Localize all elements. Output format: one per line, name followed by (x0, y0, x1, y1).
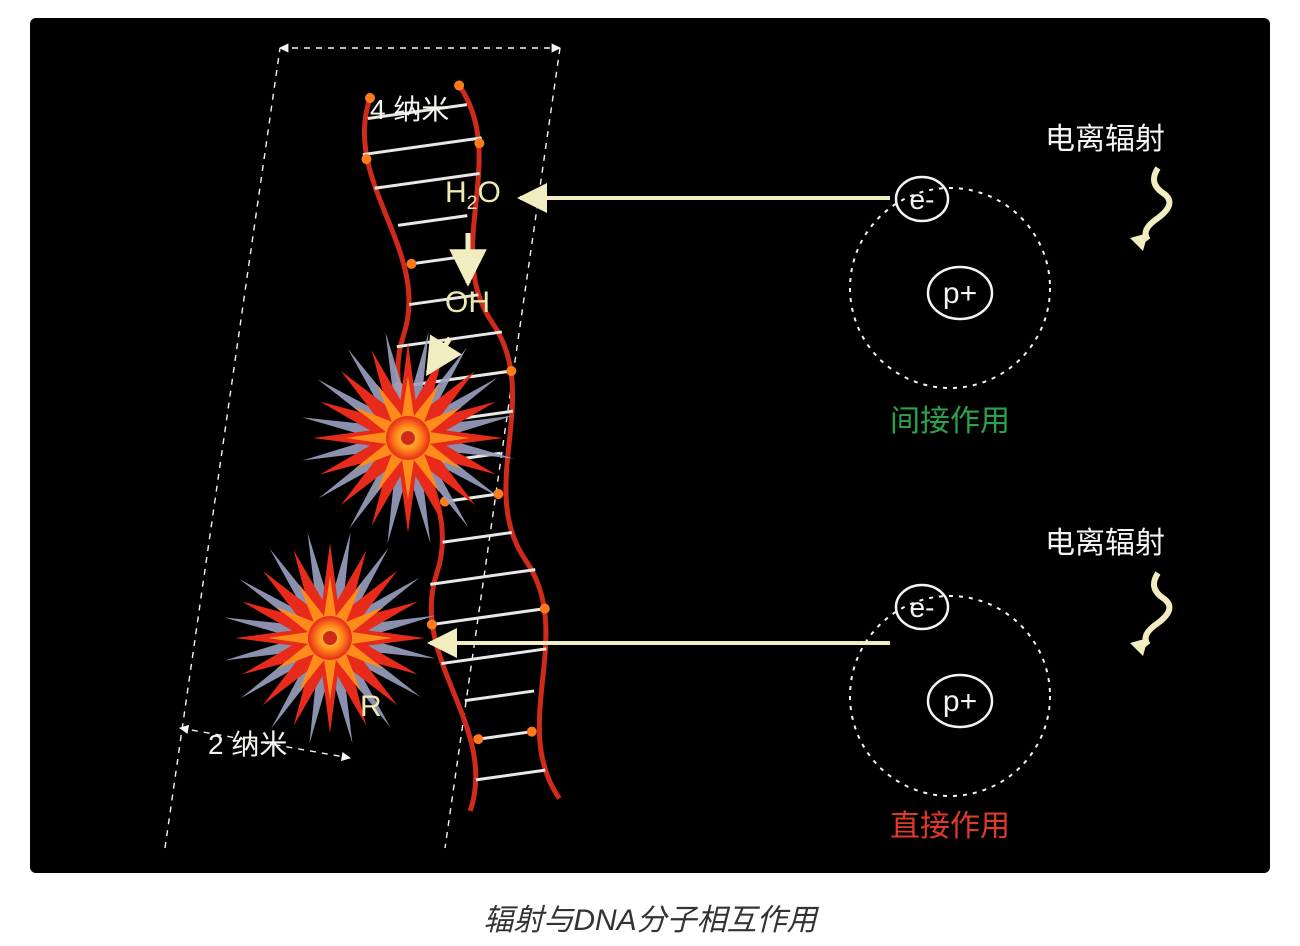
burst-1 (300, 330, 515, 545)
radiation-label-bot: 电离辐射 (1045, 518, 1165, 562)
atom-indirect: e- p+ (850, 177, 1050, 388)
dim-2nm-label: 2 纳米 (208, 723, 287, 763)
radiation-wave-top (1130, 168, 1169, 251)
proton-label: p+ (943, 277, 977, 310)
diagram-frame: e- p+ e- p+ 4 纳米 2 纳米 H2O OH R 电离辐射 电离辐射 (30, 18, 1270, 873)
r-label: R (360, 690, 382, 724)
oh-label: OH (445, 286, 490, 320)
h2o-label: H2O (445, 176, 501, 215)
atom-direct: e- p+ (850, 585, 1050, 796)
proton-label-2: p+ (943, 685, 977, 718)
radiation-label-top: 电离辐射 (1045, 114, 1165, 158)
electron-label-2: e- (910, 592, 935, 623)
burst-2 (222, 530, 437, 745)
indirect-label: 间接作用 (890, 396, 1010, 440)
electron-label: e- (910, 184, 935, 215)
dim-4nm-label: 4 纳米 (370, 88, 449, 128)
radiation-wave-bot (1130, 573, 1169, 656)
direct-label: 直接作用 (890, 801, 1010, 845)
figure-caption: 辐射与DNA分子相互作用 (0, 895, 1300, 939)
